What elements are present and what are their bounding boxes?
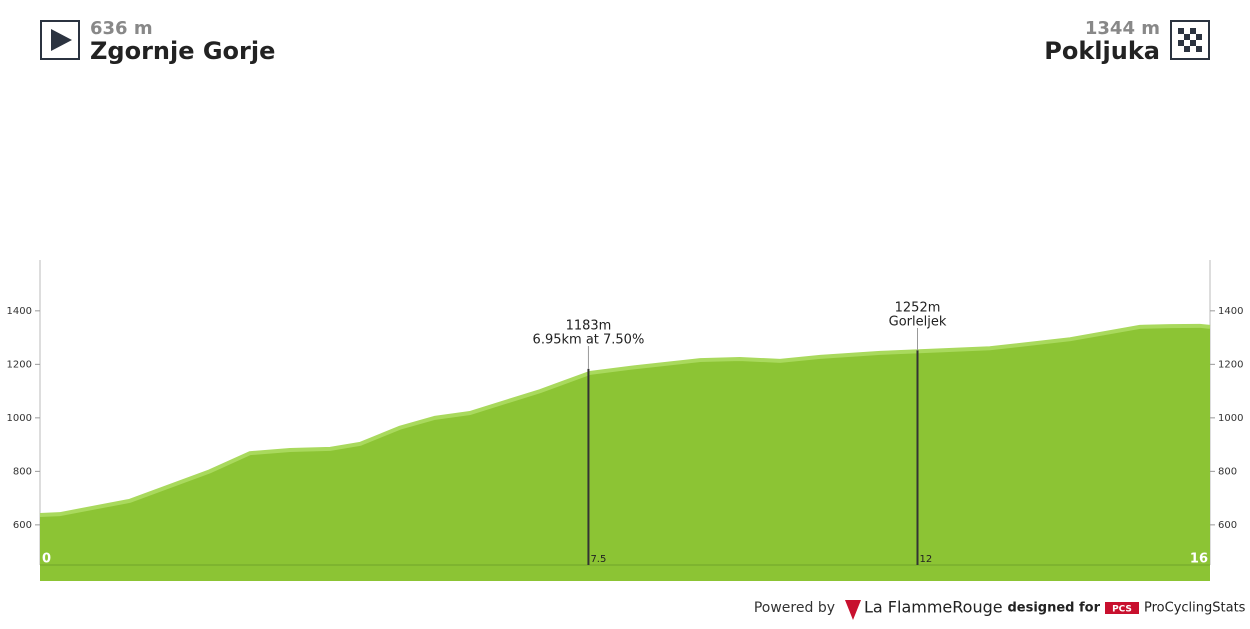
pcs-logo-text: PCS xyxy=(1112,605,1132,615)
climb-label: 1252m xyxy=(895,301,941,316)
y-tick-label: 600 xyxy=(13,520,32,531)
site-name: ProCyclingStats xyxy=(1144,601,1246,616)
climb-label: 1183m xyxy=(566,319,612,334)
x-tick-label: 0 xyxy=(42,552,51,567)
plot: 600 600 800 800 1000 1000 1200 1200 1400 1400 1183… xyxy=(7,260,1243,581)
brand: La FlammeRouge xyxy=(864,598,1003,617)
brand-logo xyxy=(845,600,861,620)
designed-for: designed for xyxy=(1007,601,1100,616)
y-tick-label: 1200 xyxy=(7,359,32,370)
finish-name: Pokljuka xyxy=(1044,37,1160,65)
climb-label: 6.95km at 7.50% xyxy=(533,333,645,348)
y-tick-label: 600 xyxy=(1218,520,1237,531)
x-tick-label: 7.5 xyxy=(590,554,606,565)
finish-icon xyxy=(1170,20,1210,60)
climb-label: Gorleljek xyxy=(889,315,947,330)
elevation-edge xyxy=(39,323,1211,517)
x-tick-label: 16 xyxy=(1190,552,1208,567)
pcs-logo xyxy=(1105,602,1139,614)
start-icon xyxy=(40,20,80,60)
x-tick-label: 12 xyxy=(920,554,933,565)
start-elevation: 636 m xyxy=(90,18,153,39)
y-tick-label: 1400 xyxy=(7,306,32,317)
y-tick-label: 1000 xyxy=(7,413,32,424)
y-tick-label: 1400 xyxy=(1218,306,1243,317)
finish-elevation: 1344 m xyxy=(1085,18,1160,39)
y-tick-label: 1200 xyxy=(1218,359,1243,370)
powered-by: Powered by xyxy=(754,600,835,616)
start-icon-arrow xyxy=(51,29,72,51)
y-tick-label: 800 xyxy=(13,466,32,477)
distance-band xyxy=(40,565,1210,581)
elevation-area xyxy=(40,325,1210,565)
finish-flag xyxy=(1178,28,1202,52)
start-name: Zgornje Gorje xyxy=(90,37,275,65)
y-tick-label: 800 xyxy=(1218,466,1237,477)
y-tick-label: 1000 xyxy=(1218,413,1243,424)
